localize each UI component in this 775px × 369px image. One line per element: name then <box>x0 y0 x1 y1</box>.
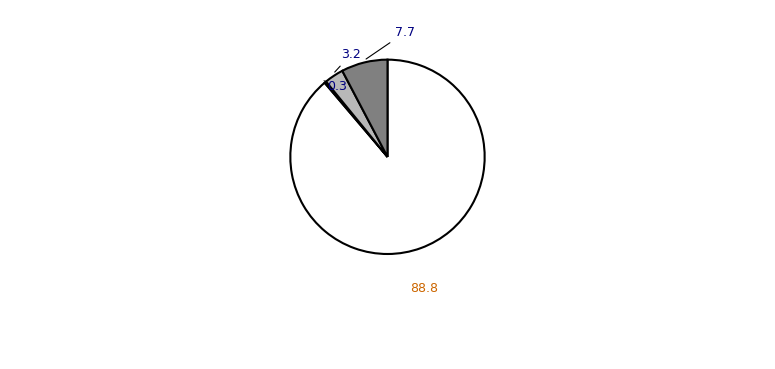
Wedge shape <box>291 60 484 254</box>
Text: 3.2: 3.2 <box>335 48 360 72</box>
Wedge shape <box>326 71 388 157</box>
Wedge shape <box>343 60 388 157</box>
Wedge shape <box>325 82 388 157</box>
Text: 7.7: 7.7 <box>366 26 415 59</box>
Text: 0.3: 0.3 <box>324 80 347 93</box>
Text: 88.8: 88.8 <box>411 282 439 294</box>
